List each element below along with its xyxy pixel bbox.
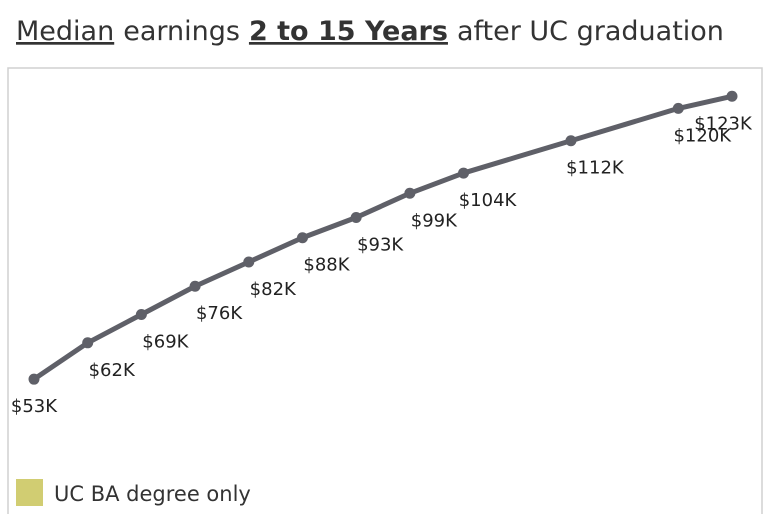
marker (565, 135, 577, 147)
data-label: $88K (303, 255, 350, 276)
plot-frame (7, 67, 763, 514)
marker (350, 212, 362, 224)
legend-swatch (16, 479, 43, 506)
marker (296, 232, 308, 244)
marker (135, 309, 147, 321)
marker (243, 256, 255, 268)
chart-title: Median earnings 2 to 15 Years after UC grad… (16, 16, 724, 47)
marker (672, 102, 684, 114)
data-label: $93K (357, 235, 404, 256)
data-label: $62K (89, 360, 136, 381)
title-part: 2 to 15 Years (249, 16, 448, 47)
data-label: $53K (11, 396, 58, 417)
marker (82, 337, 94, 349)
marker (458, 167, 470, 179)
data-label: $69K (142, 332, 189, 353)
data-label: $112K (566, 158, 625, 179)
data-label: $104K (459, 190, 518, 211)
title-part: earnings (123, 16, 240, 47)
line (31, 93, 735, 382)
marker (28, 373, 40, 385)
data-label: $120K (673, 125, 732, 146)
data-label: $76K (196, 303, 243, 324)
marker (404, 187, 416, 199)
data-label: $123K (694, 113, 753, 134)
legend-label: UC BA degree only (54, 482, 251, 506)
marker (726, 90, 738, 102)
title-part: Median (16, 16, 114, 47)
title-part: after UC graduation (457, 16, 724, 47)
data-label: $99K (411, 210, 458, 231)
data-label: $82K (250, 279, 297, 300)
marker (189, 280, 201, 292)
